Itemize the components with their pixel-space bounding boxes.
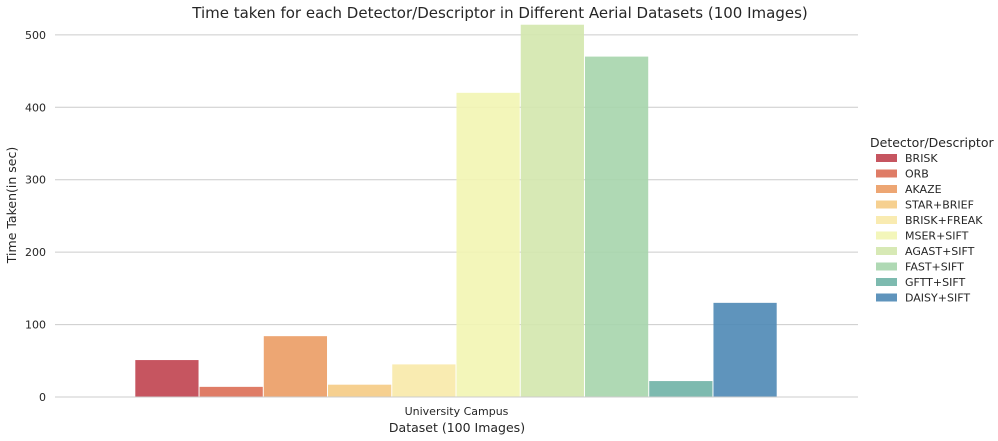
- legend-label-star-brief: STAR+BRIEF: [905, 199, 974, 212]
- legend-label-daisy-sift: DAISY+SIFT: [905, 292, 970, 305]
- legend-label-gftt-sift: GFTT+SIFT: [905, 276, 965, 289]
- y-tick-label: 0: [39, 391, 46, 404]
- y-tick-label: 200: [25, 246, 46, 259]
- y-tick-label: 400: [25, 101, 46, 114]
- legend-label-mser-sift: MSER+SIFT: [905, 230, 969, 243]
- legend-swatch-brisk-freak: [876, 216, 897, 224]
- bar-daisy-sift: [713, 302, 777, 397]
- legend-swatch-orb: [876, 169, 897, 178]
- x-tick-label: University Campus: [405, 405, 509, 418]
- legend-swatch-mser-sift: [876, 231, 897, 240]
- legend-swatch-gftt-sift: [876, 278, 897, 286]
- y-axis-ticks: 0 100 200 300 400 500: [25, 29, 46, 404]
- bar-brisk: [135, 360, 199, 397]
- legend-swatch-akaze: [876, 185, 897, 193]
- bars: [135, 24, 777, 398]
- legend: Detector/Descriptor BRISK ORB AKAZE STAR+BR…: [870, 135, 994, 305]
- bar-akaze: [263, 336, 328, 397]
- legend-swatch-star-brief: [876, 200, 897, 209]
- y-tick-label: 300: [25, 174, 46, 187]
- bar-gftt-sift: [649, 381, 713, 397]
- bar-orb: [199, 386, 263, 397]
- legend-title: Detector/Descriptor: [870, 135, 994, 150]
- chart-title: Time taken for each Detector/Descriptor …: [191, 4, 808, 22]
- bar-mser-sift: [456, 92, 520, 398]
- bar-star-brief: [328, 384, 392, 397]
- legend-label-fast-sift: FAST+SIFT: [905, 261, 964, 274]
- legend-label-akaze: AKAZE: [905, 183, 942, 196]
- bar-brisk-freak: [392, 364, 456, 397]
- legend-swatch-agast-sift: [876, 247, 897, 255]
- x-axis-ticks: University Campus: [405, 405, 509, 418]
- y-tick-label: 500: [25, 29, 46, 42]
- legend-swatch-fast-sift: [876, 262, 897, 271]
- legend-label-agast-sift: AGAST+SIFT: [905, 245, 975, 258]
- x-axis-label: Dataset (100 Images): [389, 420, 525, 435]
- bar-fast-sift: [584, 56, 649, 398]
- legend-label-orb: ORB: [905, 168, 929, 181]
- bar-agast-sift: [520, 24, 584, 397]
- legend-swatch-daisy-sift: [876, 293, 897, 302]
- legend-label-brisk-freak: BRISK+FREAK: [905, 214, 983, 227]
- legend-label-brisk: BRISK: [905, 152, 938, 165]
- legend-swatch-brisk: [876, 154, 897, 162]
- y-axis-label: Time Taken(in sec): [4, 147, 19, 264]
- y-tick-label: 100: [25, 319, 46, 332]
